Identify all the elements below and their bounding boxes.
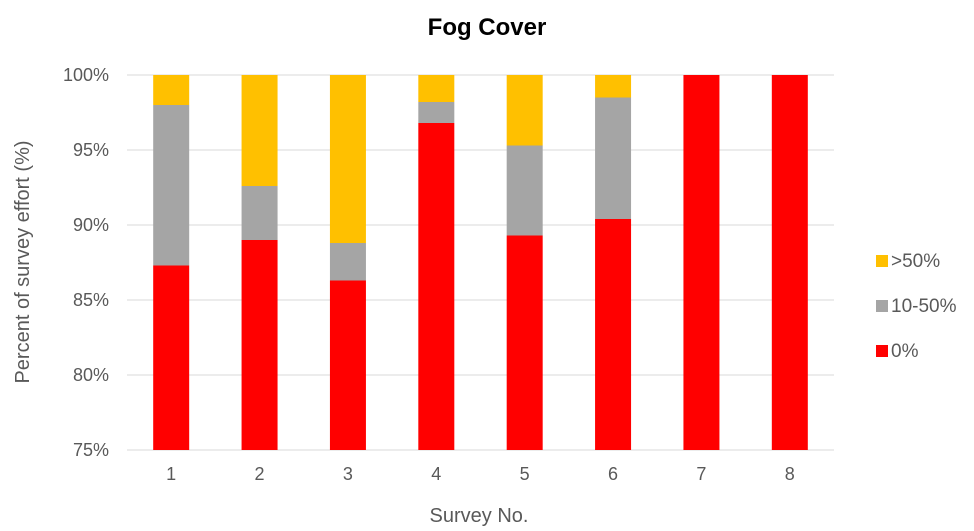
bar-segment-50-survey-5: [506, 75, 543, 146]
bar-segment-0-survey-3: [329, 280, 366, 450]
bar-segment-0-survey-6: [595, 219, 632, 450]
bar-segment-50-survey-3: [329, 75, 366, 243]
legend: >50% 10-50% 0%: [876, 251, 957, 362]
y-tick-label: 75%: [73, 440, 109, 460]
bar-segment-1050-survey-6: [595, 97, 632, 219]
legend-swatch: [876, 255, 888, 267]
x-tick-label: 7: [696, 464, 706, 484]
bar-segment-0-survey-1: [153, 265, 190, 450]
bar-segment-1050-survey-5: [506, 145, 543, 236]
bar-segment-0-survey-5: [506, 235, 543, 450]
y-tick-label: 80%: [73, 365, 109, 385]
bar-segment-50-survey-2: [241, 75, 278, 186]
bar-segment-50-survey-4: [418, 75, 455, 102]
y-axis-ticks: 75% 80% 85% 90% 95% 100%: [63, 65, 109, 460]
bars: [153, 75, 808, 450]
legend-label: >50%: [891, 251, 940, 272]
x-tick-label: 1: [166, 464, 176, 484]
legend-label: 10-50%: [891, 296, 957, 317]
gridlines: [127, 74, 834, 451]
x-tick-label: 2: [255, 464, 265, 484]
x-tick-label: 4: [431, 464, 441, 484]
x-axis-title: Survey No.: [430, 505, 529, 527]
bar-segment-1050-survey-3: [329, 243, 366, 281]
y-tick-label: 100%: [63, 65, 109, 85]
bar-segment-1050-survey-4: [418, 102, 455, 123]
bar-segment-1050-survey-2: [241, 186, 278, 240]
y-axis-title: Percent of survey effort (%): [12, 140, 34, 383]
x-tick-label: 8: [785, 464, 795, 484]
x-tick-label: 6: [608, 464, 618, 484]
x-tick-label: 5: [520, 464, 530, 484]
legend-swatch: [876, 300, 888, 312]
x-axis-ticks: 1 2 3 4 5 6 7 8: [166, 464, 795, 484]
legend-label: 0%: [891, 341, 919, 362]
bar-segment-1050-survey-1: [153, 105, 190, 266]
bar-segment-0-survey-7: [683, 75, 720, 450]
legend-swatch: [876, 345, 888, 357]
bar-segment-0-survey-2: [241, 240, 278, 450]
y-tick-label: 90%: [73, 215, 109, 235]
bar-segment-0-survey-4: [418, 123, 455, 450]
y-tick-label: 85%: [73, 290, 109, 310]
y-tick-label: 95%: [73, 140, 109, 160]
chart-title: Fog Cover: [428, 14, 547, 41]
x-tick-label: 3: [343, 464, 353, 484]
bar-segment-50-survey-6: [595, 75, 632, 98]
bar-segment-0-survey-8: [771, 75, 808, 450]
bar-segment-50-survey-1: [153, 75, 190, 105]
